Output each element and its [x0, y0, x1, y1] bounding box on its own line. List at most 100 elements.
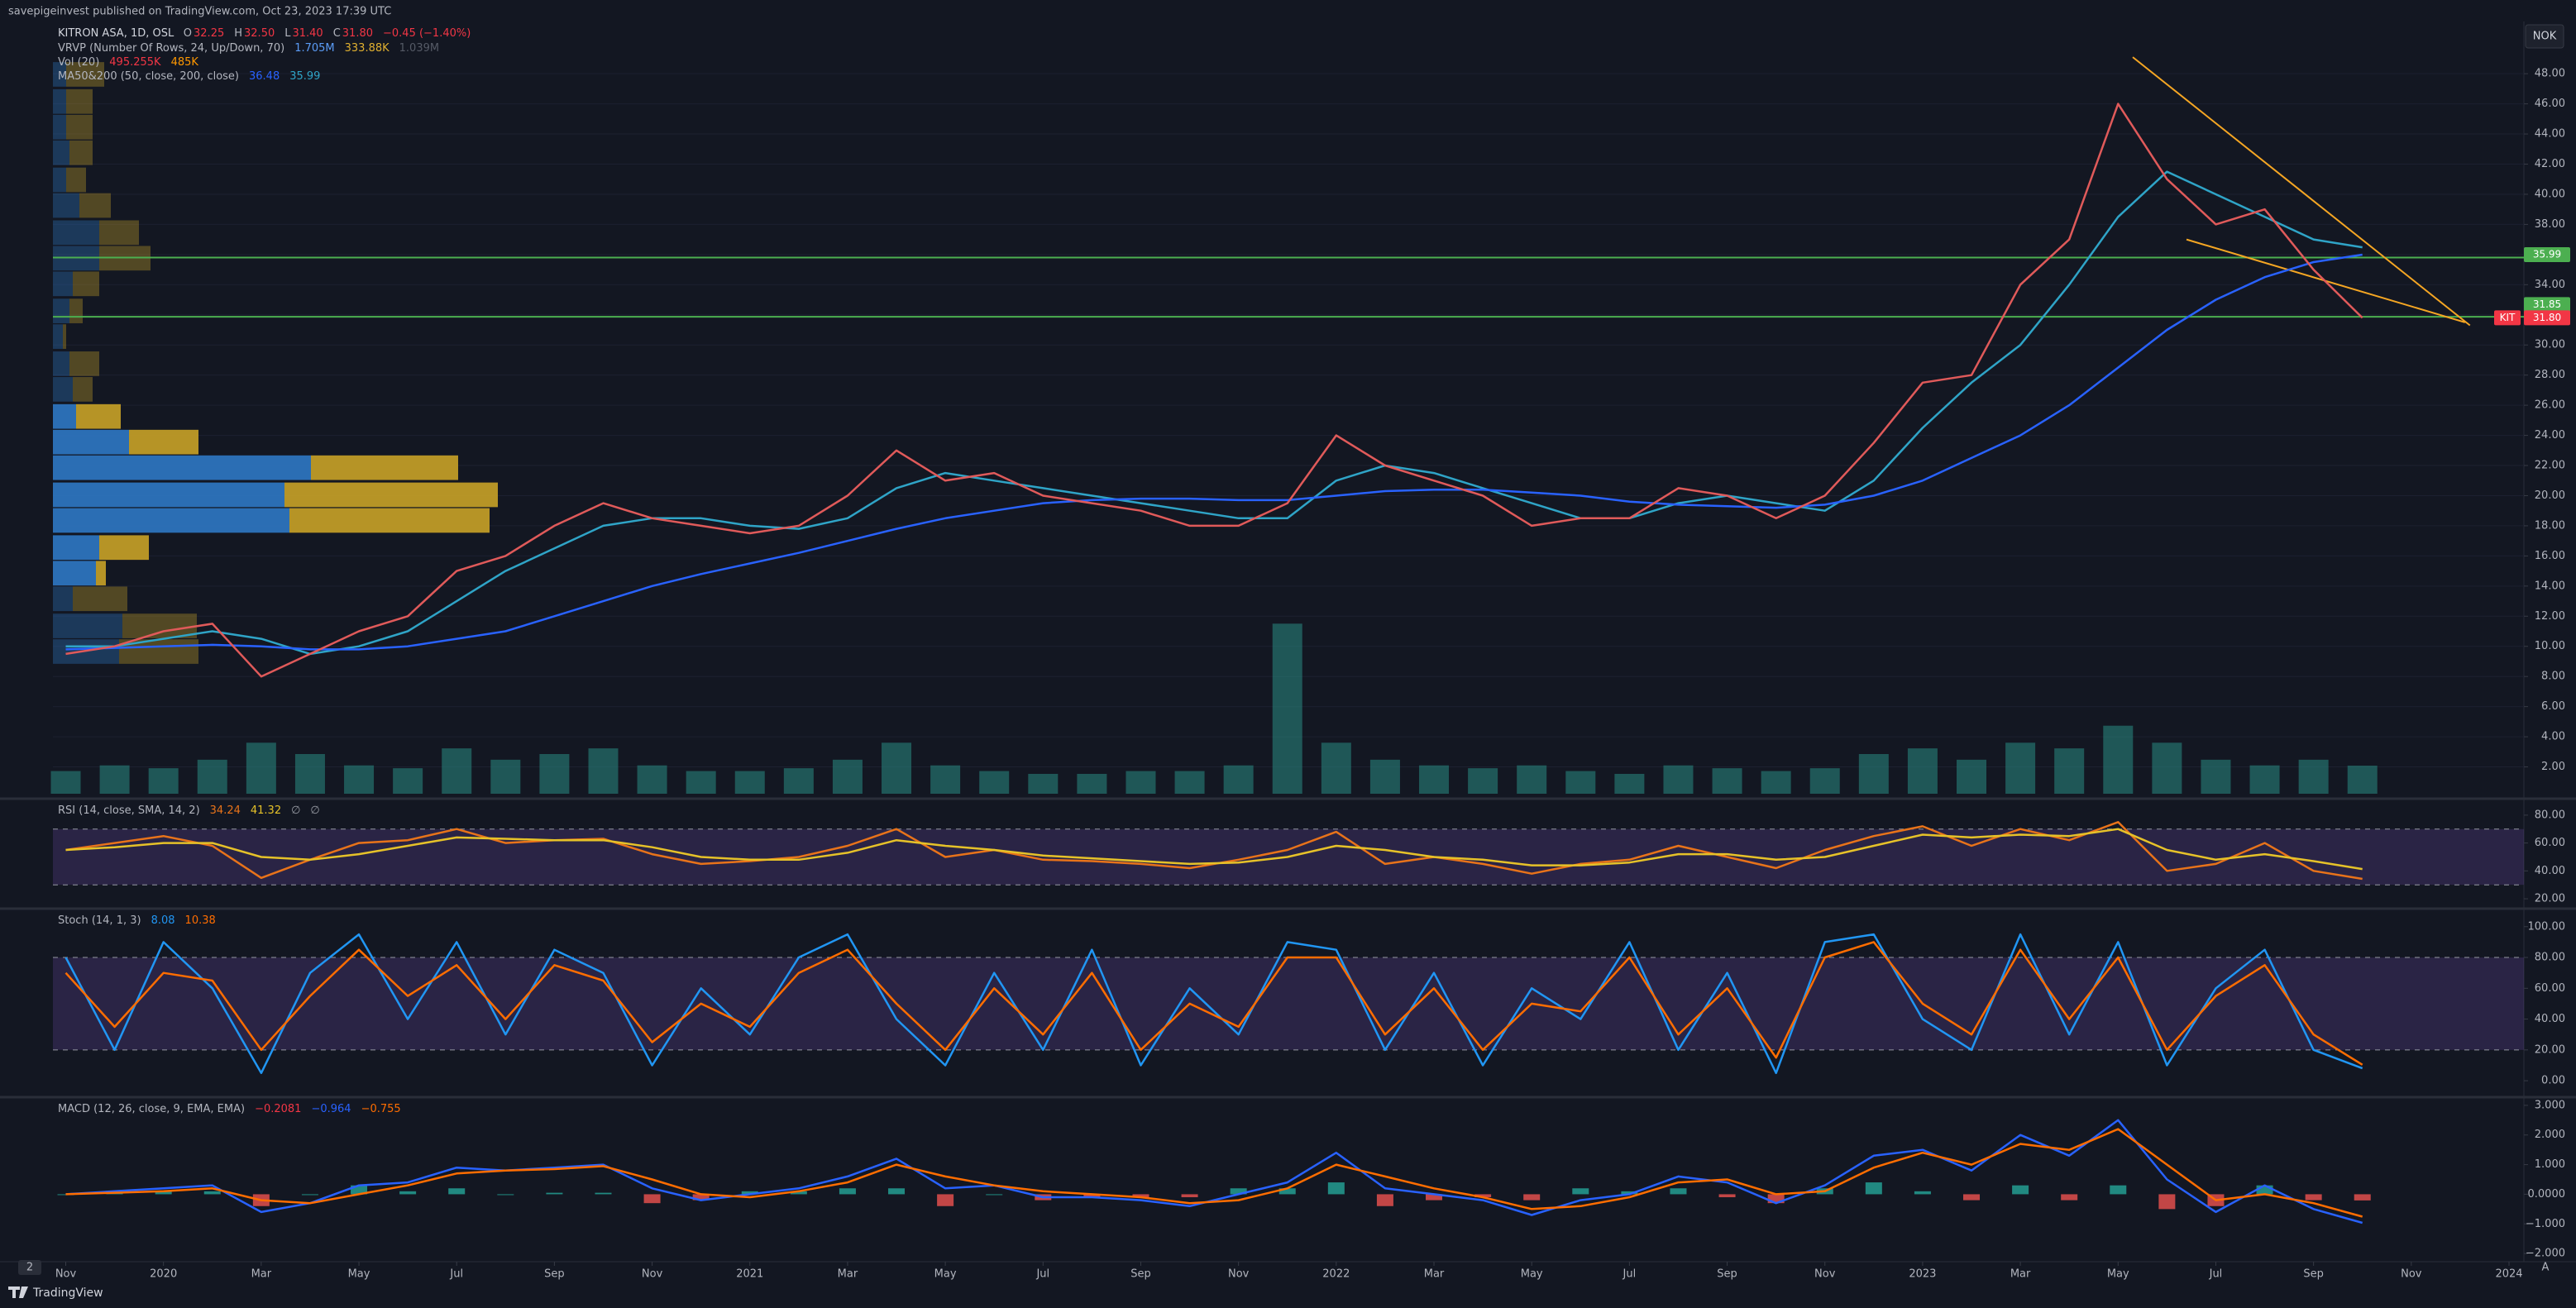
x-tick-label: May — [2107, 1268, 2129, 1281]
y-tick-label: 38.00 — [2535, 218, 2565, 231]
volume-bar — [2054, 748, 2085, 794]
x-tick-label: Sep — [2303, 1268, 2324, 1281]
y-tick-label: 80.00 — [2535, 952, 2565, 964]
y-tick-label: 24.00 — [2535, 429, 2565, 442]
histogram-bar — [1963, 1194, 1981, 1201]
corner-right[interactable]: A — [2542, 1262, 2550, 1274]
volume-bar — [1761, 771, 1791, 794]
volume-bar — [490, 759, 521, 794]
indicator-value: 1.705M — [294, 42, 334, 55]
indicator-name: MA50&200 (50, close, 200, close) — [58, 70, 239, 83]
price-badge — [2524, 310, 2570, 326]
volume-profile-down — [122, 613, 197, 638]
y-tick-label: 26.00 — [2535, 399, 2565, 412]
volume-profile-down — [63, 324, 66, 349]
volume-profile-down — [66, 88, 93, 114]
indicator-value: 41.32 — [251, 804, 281, 817]
y-tick-label: 42.00 — [2535, 158, 2565, 170]
volume-bar — [1028, 774, 1059, 794]
volume-bar — [783, 768, 814, 794]
x-tick-label: 2020 — [150, 1268, 177, 1281]
volume-profile-up — [53, 220, 99, 246]
corner-left[interactable]: 2 — [26, 1262, 33, 1274]
x-tick-label: Jul — [449, 1268, 463, 1281]
histogram-bar — [1523, 1194, 1541, 1201]
x-tick-label: Sep — [1130, 1268, 1151, 1281]
footer-logo — [8, 1287, 28, 1298]
indicator-value: 1.039M — [399, 42, 439, 55]
band-fill — [53, 957, 2524, 1050]
histogram-bar — [351, 1185, 368, 1195]
indicator-value: −0.755 — [361, 1103, 401, 1115]
series-line — [65, 170, 2363, 656]
y-tick-label: 40.00 — [2535, 865, 2565, 877]
y-tick-label: 2.000 — [2535, 1129, 2565, 1141]
volume-profile-up — [53, 271, 73, 297]
volume-bar — [2005, 742, 2036, 794]
volume-bar — [930, 765, 961, 794]
indicator-value: 10.38 — [185, 914, 216, 927]
histogram-bar — [839, 1188, 856, 1195]
volume-bar — [2103, 725, 2134, 794]
indicator-value: ∅ — [310, 804, 319, 817]
trend-line — [2132, 56, 2471, 327]
volume-bar — [1858, 754, 1889, 794]
currency[interactable]: NOK — [2533, 31, 2557, 43]
volume-profile-up — [53, 586, 73, 612]
histogram-bar — [888, 1188, 906, 1195]
volume-bar — [1369, 759, 1400, 794]
volume-bar — [539, 754, 570, 794]
indicator-name: RSI (14, close, SMA, 14, 2) — [58, 804, 200, 817]
x-tick-label: Mar — [2010, 1268, 2031, 1281]
y-tick-label: 14.00 — [2535, 580, 2565, 592]
y-tick-label: 16.00 — [2535, 550, 2565, 562]
x-tick-label: 2024 — [2495, 1268, 2522, 1281]
x-tick-label: Jul — [2209, 1268, 2223, 1281]
legend-ohlc-key: C — [333, 27, 341, 40]
y-tick-label: 12.00 — [2535, 610, 2565, 623]
symbol-badge — [2494, 310, 2521, 326]
histogram-bar — [1376, 1194, 1393, 1206]
volume-profile-down — [69, 351, 99, 376]
y-tick-label: 2.00 — [2541, 761, 2565, 773]
histogram-bar — [937, 1194, 954, 1206]
indicator-value: 35.99 — [289, 70, 320, 83]
volume-bar — [442, 748, 472, 794]
corner-box[interactable] — [18, 1260, 41, 1275]
volume-bar — [197, 759, 227, 794]
volume-bar — [50, 771, 81, 794]
histogram-bar — [643, 1194, 661, 1204]
y-tick-label: 10.00 — [2535, 640, 2565, 652]
volume-bar — [832, 759, 863, 794]
y-tick-label: 20.00 — [2535, 1043, 2565, 1056]
x-tick-label: May — [1521, 1268, 1543, 1281]
price-badge-label: 31.80 — [2533, 312, 2561, 323]
y-tick-label: 0.00 — [2541, 1075, 2565, 1087]
volume-bar — [2249, 765, 2280, 794]
histogram-bar — [1474, 1194, 1492, 1198]
legend-ohlc-value: 32.25 — [194, 27, 224, 40]
histogram-bar — [692, 1194, 710, 1201]
volume-bar — [294, 754, 325, 794]
histogram-bar — [1132, 1194, 1149, 1198]
volume-profile-down — [66, 114, 93, 140]
indicator-value: 8.08 — [151, 914, 175, 927]
volume-bar — [2152, 742, 2182, 794]
volume-profile-down — [99, 220, 139, 246]
volume-bar — [588, 748, 619, 794]
volume-bar — [1419, 765, 1450, 794]
x-tick-label: 2022 — [1322, 1268, 1350, 1281]
volume-bar — [1907, 748, 1938, 794]
series-line — [65, 1128, 2363, 1218]
histogram-bar — [2110, 1185, 2127, 1195]
volume-bar — [882, 742, 912, 794]
volume-bar — [1957, 759, 1987, 794]
legend-ohlc-key: L — [284, 27, 291, 40]
legend-line: Vol (20) 495.255K 485K — [58, 56, 198, 69]
y-tick-label: 28.00 — [2535, 369, 2565, 381]
histogram-bar — [1181, 1194, 1198, 1198]
series-line — [65, 941, 2363, 1066]
currency-box[interactable] — [2525, 24, 2564, 49]
price-badge-label: 31.85 — [2533, 298, 2561, 310]
volume-profile-up — [53, 561, 96, 586]
